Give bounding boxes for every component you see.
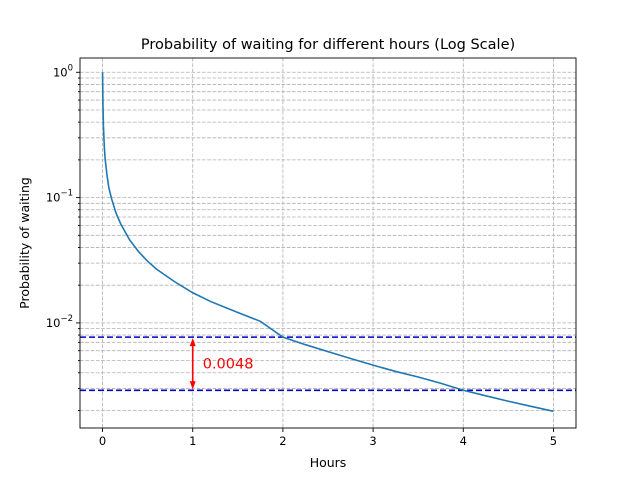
grid-layer: [80, 58, 576, 428]
series-line: [101, 72, 554, 413]
series-layer: [101, 72, 554, 413]
x-tick-label: 0: [99, 434, 106, 448]
annotation-arrowhead-up: [189, 338, 196, 347]
y-axis-label: Probability of waiting: [17, 177, 32, 309]
y-tick-label: 100: [53, 63, 73, 79]
x-tick-label: 1: [189, 434, 196, 448]
x-axis-label: Hours: [310, 455, 347, 470]
chart-title: Probability of waiting for different hou…: [141, 37, 515, 53]
annotation-label: 0.0048: [203, 357, 254, 373]
x-tick-label: 5: [550, 434, 557, 448]
annotation-arrowhead-down: [189, 381, 196, 390]
x-tick-label: 2: [279, 434, 286, 448]
x-tick-label: 3: [369, 434, 376, 448]
x-ticks: 0 1 2 3 4 5: [99, 428, 557, 448]
plot-frame: [79, 57, 577, 429]
annotation-layer: 0.0048: [189, 338, 254, 390]
x-tick-label: 4: [460, 434, 467, 448]
y-tick-label: 10−2: [46, 314, 73, 330]
reference-lines-layer: [80, 336, 576, 392]
y-ticks: 100 10−1 10−2: [46, 63, 80, 411]
y-tick-label: 10−1: [46, 189, 73, 205]
